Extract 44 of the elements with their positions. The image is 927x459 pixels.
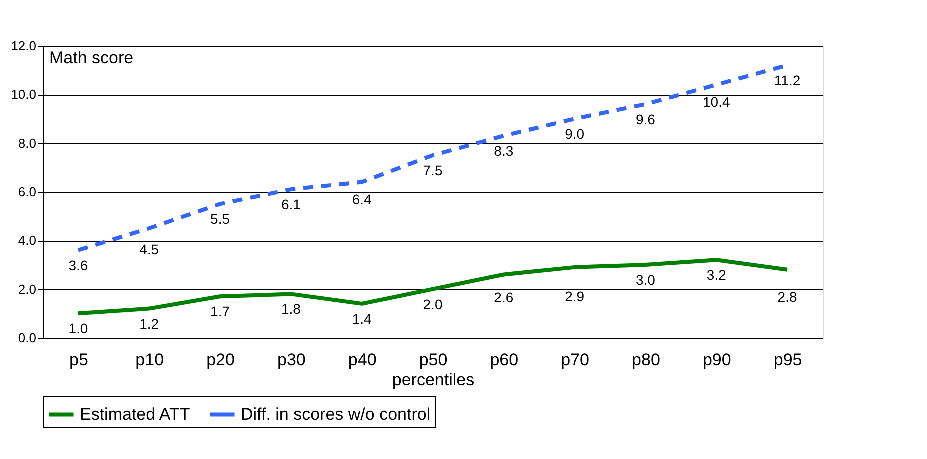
x-tick-label: p30 [277, 350, 306, 370]
x-tick-label: p70 [561, 350, 590, 370]
data-label: 11.2 [774, 72, 801, 88]
data-label: 6.4 [352, 191, 372, 208]
x-axis-title: percentiles [392, 370, 475, 390]
data-label: 1.2 [140, 316, 160, 332]
x-tick-label: p50 [419, 350, 448, 370]
data-label: 3.0 [636, 272, 656, 288]
y-tick-label: 2.0 [18, 282, 36, 297]
y-tick-label: 8.0 [18, 136, 36, 151]
y-tick-label: 12.0 [11, 38, 36, 54]
data-label: 2.8 [778, 288, 798, 305]
data-label: 8.3 [494, 143, 514, 160]
data-label: 6.1 [281, 196, 302, 213]
y-tick-label: 0.0 [18, 330, 36, 346]
data-label: 9.6 [636, 111, 656, 128]
data-label: 3.2 [706, 267, 727, 284]
x-tick-label: p20 [206, 350, 235, 370]
y-tick-label: 10.0 [11, 87, 36, 102]
data-label: 1.4 [352, 310, 372, 327]
data-label: 1.0 [68, 320, 88, 337]
x-tick-label: p90 [702, 350, 732, 370]
x-tick-label: p95 [774, 350, 802, 370]
x-tick-label: p10 [136, 350, 164, 370]
data-label: 2.0 [423, 296, 443, 312]
x-tick-label: p40 [348, 350, 377, 370]
legend-label: Diff. in scores w/o control [241, 404, 431, 424]
data-label: 9.0 [565, 126, 585, 142]
y-tick-label: 6.0 [18, 184, 36, 200]
data-label: 1.7 [210, 304, 230, 320]
x-tick-label: p5 [69, 350, 88, 370]
legend-label: Estimated ATT [80, 404, 190, 424]
data-label: 3.6 [68, 257, 88, 274]
y-axis-title: Math score [50, 48, 134, 68]
data-label: 10.4 [703, 94, 730, 110]
x-tick-label: p60 [490, 350, 519, 370]
data-label: 2.9 [565, 288, 585, 304]
y-tick-label: 4.0 [18, 233, 36, 248]
data-label: 2.6 [494, 290, 514, 306]
data-label: 1.8 [281, 301, 302, 318]
x-tick-label: p80 [632, 350, 660, 370]
data-label: 7.5 [423, 162, 443, 178]
data-label: 4.5 [140, 242, 160, 258]
data-label: 5.5 [210, 211, 230, 228]
